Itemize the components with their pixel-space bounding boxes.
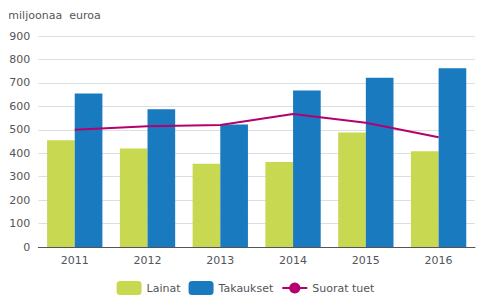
svg-text:2016: 2016 [425, 254, 453, 267]
svg-text:500: 500 [9, 123, 30, 136]
svg-text:800: 800 [9, 53, 30, 66]
svg-text:Lainat: Lainat [147, 282, 182, 295]
svg-text:2012: 2012 [134, 254, 162, 267]
svg-text:Takaukset: Takaukset [218, 282, 274, 295]
svg-text:2015: 2015 [352, 254, 380, 267]
svg-text:2011: 2011 [61, 254, 89, 267]
svg-text:miljoonaa euroa: miljoonaa euroa [8, 9, 100, 22]
svg-text:400: 400 [9, 147, 30, 160]
svg-text:300: 300 [9, 170, 30, 183]
svg-text:200: 200 [9, 194, 30, 207]
svg-text:700: 700 [9, 76, 30, 89]
svg-text:900: 900 [9, 30, 30, 43]
svg-text:2013: 2013 [206, 254, 234, 267]
svg-text:100: 100 [9, 217, 30, 230]
svg-text:0: 0 [23, 241, 30, 254]
svg-text:600: 600 [9, 100, 30, 113]
svg-text:Suorat tuet: Suorat tuet [312, 282, 375, 295]
svg-text:2014: 2014 [279, 254, 307, 267]
